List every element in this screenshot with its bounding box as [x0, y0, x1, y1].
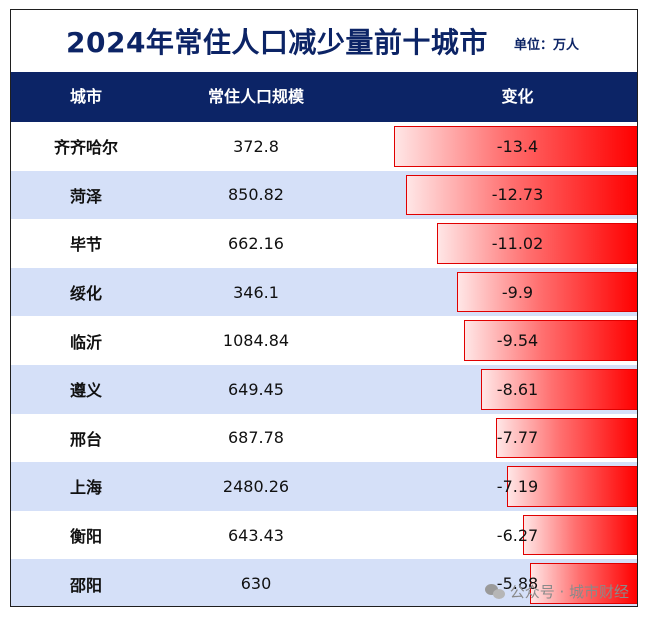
cell-population: 1084.84 [222, 331, 290, 351]
cell-change: -9.9 [501, 282, 534, 302]
cell-change: -7.77 [496, 428, 539, 448]
cell-city: 邢台 [69, 429, 102, 449]
header-change: 变化 [501, 87, 534, 106]
cell-city: 齐齐哈尔 [53, 138, 118, 158]
cell-city: 临沂 [69, 332, 102, 352]
table-row: 遵义 649.45 -8.61 [11, 364, 637, 414]
table-row: 衡阳 643.43 -6.27 [11, 510, 637, 560]
cell-city: 邵阳 [69, 575, 102, 595]
change-bar [457, 271, 637, 313]
change-bar [464, 320, 637, 361]
cell-change: -5.88 [496, 574, 539, 594]
change-bar [437, 223, 637, 264]
cell-city: 上海 [69, 478, 102, 498]
cell-city: 绥化 [69, 284, 102, 304]
table-row: 邢台 687.78 -7.77 [11, 413, 637, 463]
cell-change: -12.73 [491, 185, 544, 205]
change-bar [530, 563, 637, 604]
cell-city: 遵义 [69, 381, 102, 401]
table-body: 齐齐哈尔 372.8 -13.4 菏泽 850.82 -12.73 毕节 662.16 -11.… [11, 122, 637, 606]
header-city: 城市 [69, 87, 102, 106]
cell-change: -9.54 [496, 331, 539, 351]
cell-city: 菏泽 [69, 186, 102, 206]
watermark: 公众号 · 城市财经 [484, 581, 629, 602]
table-header: 城市 常住人口规模 变化 [11, 72, 637, 122]
cell-population: 662.16 [228, 233, 284, 253]
table-row: 上海 2480.26 -7.19 [11, 462, 637, 511]
cell-change: -6.27 [496, 525, 539, 545]
table-row: 绥化 346.1 -9.9 [11, 267, 637, 317]
change-bar [523, 514, 637, 556]
change-bar [480, 368, 637, 410]
unit-label: 单位：万人 [514, 38, 580, 53]
table-row: 邵阳 630 -5.88 [11, 559, 637, 606]
change-bar [394, 126, 637, 167]
header-population: 常住人口规模 [207, 87, 304, 106]
cell-population: 643.43 [228, 525, 284, 545]
cell-population: 346.1 [233, 282, 279, 302]
cell-population: 687.78 [228, 428, 284, 448]
table-row: 毕节 662.16 -11.02 [11, 219, 637, 268]
cell-city: 毕节 [69, 235, 102, 255]
cell-population: 630 [240, 574, 272, 594]
cell-population: 649.45 [228, 379, 284, 399]
cell-population: 850.82 [228, 185, 284, 205]
change-bar [506, 466, 637, 507]
page-title: 2024年常住人口减少量前十城市 [66, 26, 488, 59]
cell-city: 衡阳 [69, 527, 102, 547]
watermark-text: 公众号 · 城市财经 [509, 583, 629, 601]
change-bar [406, 174, 637, 216]
change-bar [496, 417, 637, 459]
table-row: 临沂 1084.84 -9.54 [11, 316, 637, 365]
wechat-icon [484, 583, 505, 600]
cell-change: -7.19 [496, 476, 539, 496]
table-frame: 2024年常住人口减少量前十城市 单位：万人 城市 常住人口规模 变化 齐齐哈尔… [10, 9, 638, 607]
cell-change: -11.02 [491, 233, 544, 253]
cell-population: 372.8 [233, 136, 279, 156]
table-row: 菏泽 850.82 -12.73 [11, 170, 637, 220]
cell-change: -13.4 [496, 136, 539, 156]
table-row: 齐齐哈尔 372.8 -13.4 [11, 122, 637, 171]
cell-change: -8.61 [496, 379, 539, 399]
title-bar: 2024年常住人口减少量前十城市 单位：万人 [11, 10, 637, 72]
cell-population: 2480.26 [222, 476, 290, 496]
